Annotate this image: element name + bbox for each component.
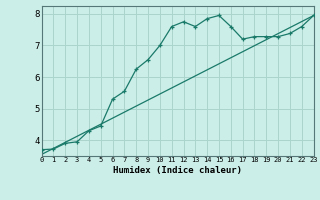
X-axis label: Humidex (Indice chaleur): Humidex (Indice chaleur) [113, 166, 242, 175]
